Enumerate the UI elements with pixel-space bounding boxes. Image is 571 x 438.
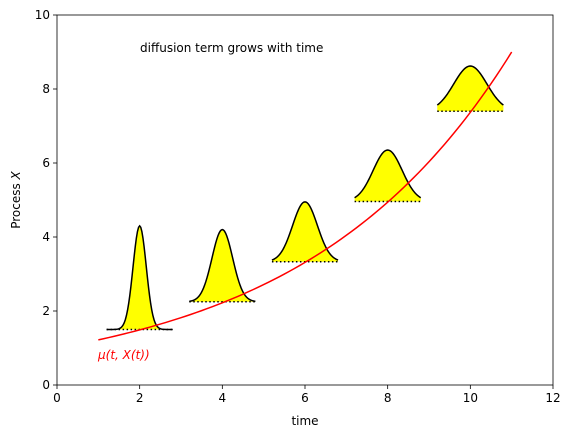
x-tick-label: 0 xyxy=(53,391,61,405)
distribution-curve xyxy=(436,65,504,106)
y-axis-label: Process X xyxy=(9,170,23,228)
distribution-fill xyxy=(354,150,421,202)
distributions-layer xyxy=(106,65,504,331)
y-tick-label: 6 xyxy=(42,156,50,170)
series-label-mu-args: (t, X(t)) xyxy=(106,348,150,362)
y-tick-label: 0 xyxy=(42,378,50,392)
y-tick-label: 2 xyxy=(42,304,50,318)
x-ticks: 0 2 4 6 8 10 12 xyxy=(53,385,561,405)
y-ticks: 0 2 4 6 8 10 xyxy=(35,8,57,392)
distribution-fill xyxy=(189,229,256,302)
series-line-mu xyxy=(98,51,513,341)
y-tick-label: 10 xyxy=(35,8,50,22)
x-tick-label: 10 xyxy=(463,391,478,405)
x-tick-label: 2 xyxy=(136,391,144,405)
y-tick-label: 4 xyxy=(42,230,50,244)
series-label-mu: μ(t, X(t)) xyxy=(97,348,150,362)
x-axis-label: time xyxy=(291,414,318,428)
distribution-fill xyxy=(271,201,339,262)
annotation-text: diffusion term grows with time xyxy=(140,41,323,55)
x-tick-label: 4 xyxy=(219,391,227,405)
y-axis-label-variable: X xyxy=(9,170,23,180)
distribution-fill xyxy=(437,66,504,112)
distribution-curve xyxy=(354,149,422,199)
x-tick-label: 12 xyxy=(545,391,560,405)
x-tick-label: 8 xyxy=(384,391,392,405)
distribution-curve xyxy=(106,224,173,331)
y-tick-label: 8 xyxy=(42,82,50,96)
series-label-mu-symbol: μ xyxy=(97,348,106,362)
x-tick-label: 6 xyxy=(301,391,309,405)
distribution-fill xyxy=(106,225,173,330)
